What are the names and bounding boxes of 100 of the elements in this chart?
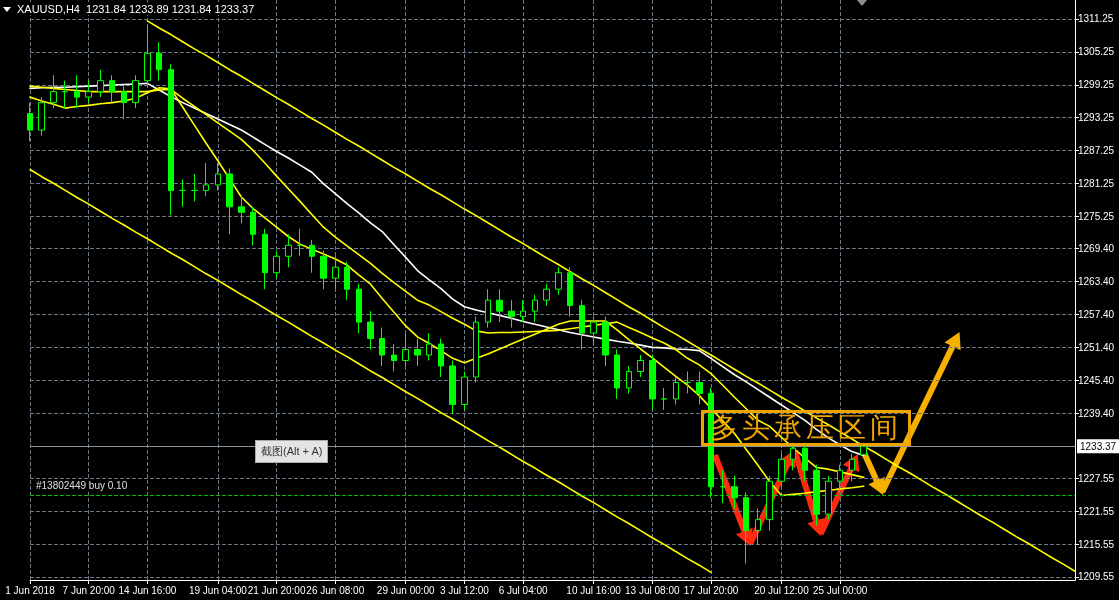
candlestick: [837, 464, 843, 493]
candlestick: [262, 228, 268, 290]
candlestick: [461, 370, 468, 411]
x-tick-label: 14 Jun 16:00: [118, 584, 177, 596]
x-tick-label: 10 Jul 16:00: [566, 584, 622, 596]
y-tick-label: 1215.55: [1078, 538, 1115, 550]
x-tick-label: 25 Jul 00:00: [812, 584, 868, 596]
candlestick: [649, 354, 656, 411]
candlestick: [38, 96, 45, 137]
y-tick-label: 1287.25: [1078, 145, 1115, 157]
candlestick: [731, 475, 738, 510]
candlestick: [661, 387, 667, 411]
candlestick: [226, 167, 233, 235]
y-tick-label: 1221.55: [1078, 505, 1115, 517]
candlestick: [27, 102, 33, 142]
candlestick: [97, 69, 104, 98]
x-tick-label: 29 Jun 00:00: [376, 584, 436, 596]
candlestick: [532, 294, 538, 323]
ref-line-label: #13802449 buy 0.10: [36, 480, 128, 491]
candlestick: [743, 491, 749, 565]
candlestick: [156, 41, 162, 82]
candlestick: [356, 283, 362, 334]
y-tick-label: 1305.25: [1078, 46, 1115, 58]
candlestick: [285, 233, 292, 268]
candlestick: [191, 173, 198, 202]
candlestick: [344, 261, 350, 301]
candlestick: [496, 288, 503, 323]
candlestick: [144, 25, 151, 87]
candlestick: [766, 475, 773, 532]
x-tick-label: 3 Jul 12:00: [439, 584, 490, 596]
line-series: [29, 168, 712, 574]
candlestick: [238, 195, 245, 224]
candlestick: [637, 354, 644, 378]
y-tick-label: 1251.40: [1078, 341, 1115, 353]
candlestick: [684, 370, 691, 394]
candlestick: [755, 508, 761, 545]
candlestick: [720, 469, 726, 504]
y-tick-label: 1281.25: [1078, 178, 1115, 190]
candlestick: [555, 266, 562, 296]
candlestick: [602, 316, 609, 367]
candlestick: [109, 74, 115, 104]
candlestick: [74, 74, 80, 109]
candlestick: [332, 255, 339, 290]
candlestick: [813, 464, 820, 526]
y-tick-label: 1209.55: [1078, 571, 1115, 583]
candlestick: [297, 228, 303, 257]
y-tick-label: 1245.40: [1078, 374, 1115, 386]
candlestick: [579, 299, 585, 351]
candlestick: [273, 250, 280, 279]
candlestick: [85, 80, 92, 104]
x-tick-label: 20 Jul 12:00: [754, 584, 810, 596]
candlestick: [673, 376, 679, 405]
candlestick: [520, 299, 526, 323]
candlestick: [626, 365, 632, 394]
y-tick-label: 1311.25: [1078, 13, 1114, 25]
candlestick: [449, 360, 456, 415]
x-tick-label: 1 Jun 2018: [5, 584, 56, 596]
candlestick: [473, 316, 479, 383]
candlestick: [309, 239, 315, 274]
x-tick-label: 26 Jun 08:00: [306, 584, 365, 596]
candlestick: [250, 206, 256, 246]
candlestick: [379, 327, 385, 367]
candlestick: [543, 283, 550, 307]
line-series: [146, 20, 1076, 573]
y-tick-label: 1269.40: [1078, 243, 1115, 255]
candlestick: [121, 85, 127, 120]
candlestick: [168, 63, 174, 216]
x-tick-label: 13 Jul 08:00: [625, 584, 680, 596]
candlestick: [696, 370, 703, 405]
candlestick: [508, 299, 515, 329]
candlestick: [485, 288, 491, 329]
candlestick: [132, 74, 139, 109]
candlestick: [849, 453, 855, 482]
x-tick-label: 19 Jun 04:00: [188, 584, 248, 596]
candlestick: [825, 475, 832, 521]
y-tick-label: 1299.25: [1078, 79, 1115, 91]
ref-line-label: 1233.37: [1080, 440, 1117, 452]
x-tick-label: 6 Jul 04:00: [498, 584, 549, 596]
candlestick: [426, 332, 432, 362]
x-tick-label: 21 Jun 20:00: [247, 584, 306, 596]
candlestick: [778, 453, 785, 488]
y-tick-label: 1257.40: [1078, 308, 1115, 320]
candlestick: [402, 332, 409, 367]
x-tick-label: 7 Jun 20:00: [62, 584, 116, 596]
candlestick: [367, 310, 374, 351]
y-tick-label: 1239.40: [1078, 407, 1115, 419]
candlestick: [391, 343, 397, 372]
candlestick: [62, 80, 68, 109]
candlestick: [203, 162, 209, 197]
y-tick-label: 1293.25: [1078, 112, 1115, 124]
x-tick-label: 17 Jul 20:00: [683, 584, 739, 596]
candlestick: [708, 387, 714, 499]
chart-title: XAUUSD,H4 1231.84 1233.89 1231.84 1233.37: [17, 2, 255, 15]
annotation: 截图(Alt + A): [255, 440, 329, 463]
candlestick: [614, 349, 620, 400]
candlestick: [590, 316, 597, 345]
y-tick-label: 1263.40: [1078, 275, 1115, 287]
candlestick: [215, 162, 221, 191]
candlestick: [320, 250, 327, 290]
candlestick: [414, 338, 421, 367]
